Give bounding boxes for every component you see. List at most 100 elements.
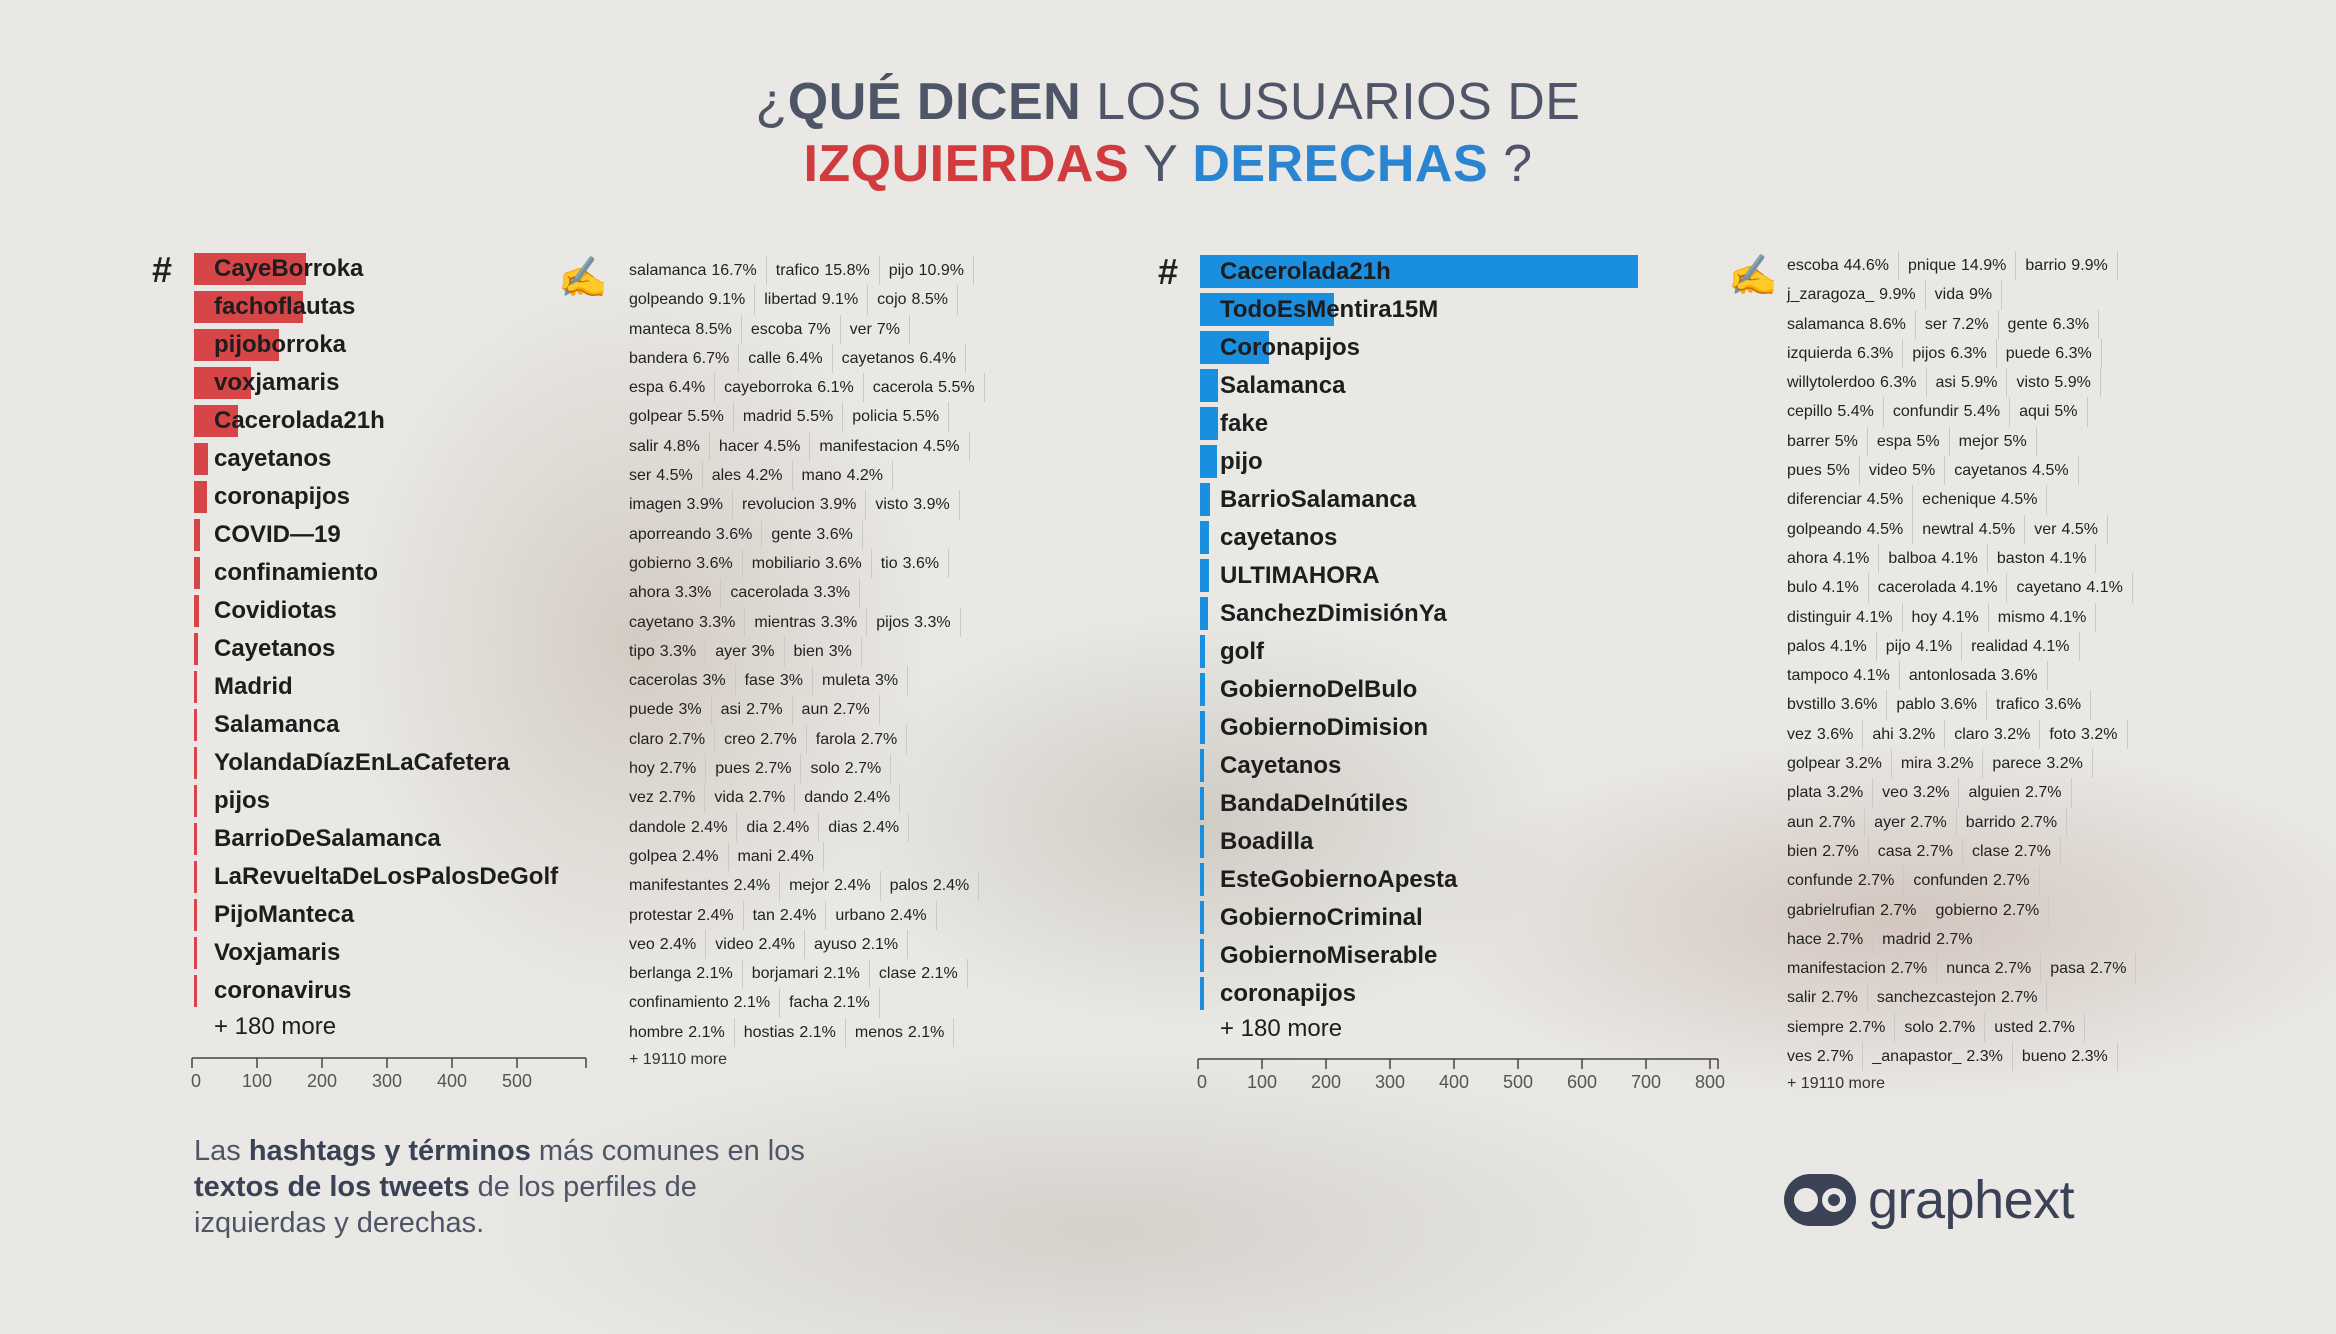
bar-row: Boadilla [1200,825,1800,858]
term-percent: 2.1% [921,965,958,983]
term-percent: 2.1% [861,935,899,953]
term-word: barrio [2025,257,2067,274]
term-word: salir [629,437,659,455]
tick-label: 100 [1247,1072,1277,1092]
right-terms-table: escoba 44.6% pnique 14.9% barrio 9.9% j_zarago… [1787,251,2145,1093]
bar-label: cayetanos [1220,524,1338,551]
term-word: manifestacion [1787,960,1886,978]
term-percent: 4.1% [1915,637,1953,655]
bar [194,747,198,779]
term-item: plata 3.2% [1787,778,1874,808]
term-word: bien [1787,842,1818,860]
term-row: veo 2.4% video 2.4% ayuso 2.1% [629,929,994,960]
term-word: hoy [629,760,655,778]
bar-row: Cayetanos [194,633,794,665]
term-word: vez [629,789,654,807]
bar-row: voxjamaris [194,367,794,399]
term-percent: 3.9% [686,496,723,514]
term-percent: 2.7% [2002,901,2040,919]
term-percent: 4.1% [1856,608,1893,626]
term-percent: 2.4% [853,789,891,807]
bar-row: EsteGobiernoApesta [1200,863,1800,896]
term-word: asi [720,701,742,719]
term-item: confunden 2.7% [1913,866,2040,896]
term-percent: 3% [875,672,899,690]
term-item: tio 3.6% [881,548,950,579]
term-item: madrid 2.7% [1882,924,1983,955]
term-item: escoba 7% [751,314,841,344]
term-row: izquierda 6.3% pijos 6.3% puede 6.3% [1787,338,2145,369]
term-word: confundir [1892,403,1959,421]
term-percent: 2.7% [754,760,792,778]
term-row: diferenciar 4.5% echenique 4.5% [1787,485,2145,515]
term-item: visto 5.9% [2016,368,2101,398]
term-word: visto [2016,374,2050,392]
bar [194,405,239,437]
bar [194,823,197,855]
bar [194,861,197,893]
term-item: baston 4.1% [1997,543,2097,574]
term-item: madrid 5.5% [743,402,844,432]
term-percent: 2.7% [1822,842,1859,860]
bar [1200,445,1217,478]
term-word: cojo [877,291,907,309]
term-item: pijos 6.3% [1912,338,1997,369]
term-word: espa [629,379,664,397]
term-word: mientras [754,613,816,631]
term-word: bvstillo [1787,696,1836,714]
term-item: clase 2.1% [879,959,968,989]
term-word: pijo [1885,637,1911,655]
tick-label: 500 [1503,1072,1533,1092]
term-word: aqui [2019,403,2050,421]
bar-row: BarrioDeSalamanca [194,823,794,855]
term-item: alguien 2.7% [1968,778,2072,808]
term-percent: 2.7% [844,760,882,778]
term-word: ayer [715,642,747,660]
term-percent: 2.4% [777,847,814,865]
term-percent: 3% [702,672,726,690]
term-item: tan 2.4% [753,900,827,930]
term-item: mobiliario 3.6% [752,548,872,579]
term-item: dia 2.4% [746,812,820,842]
term-word: aun [1787,813,1814,831]
term-row: bien 2.7% casa 2.7% clase 2.7% [1787,836,2145,867]
term-percent: 2.7% [1857,872,1895,890]
term-percent: 2.7% [2001,989,2038,1007]
term-word: ahi [1872,725,1894,743]
term-percent: 8.5% [911,291,948,309]
term-row: ahora 4.1% balboa 4.1% baston 4.1% [1787,543,2145,574]
term-percent: 2.7% [1993,872,2030,890]
term-word: ayuso [813,935,857,953]
left-x-axis: 0 100 200 300 400 500 [191,1057,587,1091]
term-percent: 9.9% [1879,286,1916,304]
term-row: claro 2.7% creo 2.7% farola 2.7% [629,724,994,755]
term-item: veo 3.2% [1882,778,1960,808]
term-item: confinamiento 2.1% [629,988,781,1018]
bar-row: Covidiotas [194,595,794,627]
bar-label: Boadilla [1220,828,1314,855]
term-item: ahi 3.2% [1872,719,1946,750]
term-word: cayetano [2016,579,2082,597]
term-item: izquierda 6.3% [1787,338,1904,369]
bar [1200,825,1204,858]
logo-text: graphext [1868,1170,2075,1230]
term-percent: 4.1% [1832,549,1870,567]
term-row: salir 4.8% hacer 4.5% manifestacion 4.5% [629,431,994,462]
term-item: espa 6.4% [629,373,716,403]
bar-label: GobiernoDelBulo [1220,676,1418,703]
term-item: cayetanos 6.4% [842,343,966,374]
bar-label: GobiernoMiserable [1220,942,1438,969]
term-percent: 7% [807,320,831,338]
term-item: vez 2.7% [629,783,706,813]
term-item: tipo 3.3% [629,636,707,667]
term-word: antonlosada [1908,667,1997,685]
term-word: muleta [821,672,871,690]
term-word: dias [828,818,858,836]
term-percent: 5.5% [938,379,975,397]
term-percent: 3.2% [1912,784,1950,802]
term-percent: 2.4% [659,935,697,953]
bar [1200,635,1206,668]
term-percent: 2.4% [733,877,771,895]
term-percent: 4.1% [1822,579,1859,597]
term-word: creo [724,730,756,748]
